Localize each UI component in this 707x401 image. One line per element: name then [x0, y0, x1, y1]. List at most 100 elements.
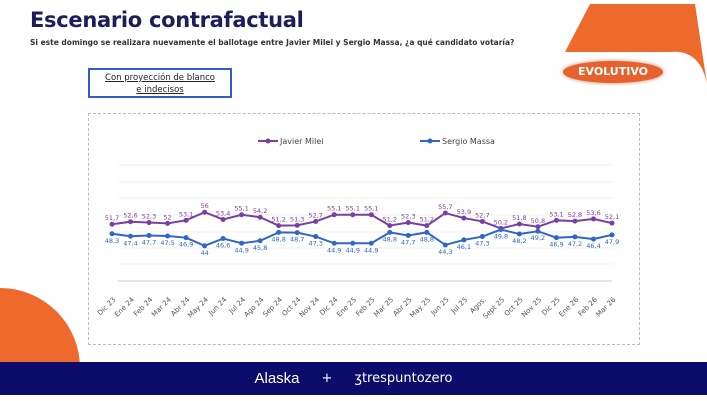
data-label: 46,1 — [457, 243, 471, 251]
data-point — [479, 218, 485, 224]
legend-marker — [265, 138, 271, 144]
data-label: 55,1 — [234, 205, 248, 213]
data-point — [294, 222, 300, 228]
data-point — [183, 217, 189, 223]
page-title: Escenario contrafactual — [30, 8, 304, 32]
data-label: 52,1 — [605, 213, 619, 221]
x-tick-label: Nov 25 — [520, 296, 543, 319]
chart-frame — [88, 113, 640, 345]
data-point — [109, 221, 115, 227]
data-label: 44,9 — [234, 246, 248, 254]
data-point — [553, 235, 559, 241]
x-tick-label: Mar 24 — [150, 295, 173, 318]
data-point — [128, 219, 134, 225]
x-tick-label: May 24 — [186, 295, 210, 319]
data-label: 55,7 — [438, 203, 452, 211]
data-point — [146, 220, 152, 226]
data-point — [405, 220, 411, 226]
data-label: 55,1 — [364, 205, 378, 213]
data-label: 44,9 — [345, 246, 359, 254]
data-point — [350, 240, 356, 246]
data-point — [165, 220, 171, 226]
data-point — [146, 232, 152, 238]
projection-label-line1: Con proyección de blanco — [105, 73, 215, 83]
data-label: 48,3 — [105, 237, 119, 245]
data-label: 48,8 — [271, 235, 285, 243]
legend-label-1: Sergio Massa — [442, 137, 495, 146]
data-point — [313, 234, 319, 240]
data-label: 44,9 — [364, 246, 378, 254]
data-point — [257, 238, 263, 244]
projection-label-box: Con proyección de blanco e indecisos — [88, 68, 232, 98]
data-point — [202, 243, 208, 249]
data-point — [535, 228, 541, 234]
data-label: 51,8 — [512, 214, 526, 222]
data-point — [442, 242, 448, 248]
x-tick-label: Mar 25 — [372, 296, 395, 319]
data-label: 45,8 — [253, 244, 267, 252]
data-label: 53,6 — [586, 209, 600, 217]
evolutivo-badge: EVOLUTIVO — [563, 61, 663, 83]
data-label: 52,6 — [123, 212, 137, 220]
data-label: 52 — [163, 213, 171, 221]
data-label: 47,9 — [605, 238, 619, 246]
data-point — [220, 216, 226, 222]
data-label: 46,4 — [586, 242, 600, 250]
data-label: 51,3 — [290, 215, 304, 223]
x-tick-label: Ene 25 — [335, 296, 358, 319]
data-point — [331, 212, 337, 218]
data-point — [516, 231, 522, 237]
data-point — [461, 237, 467, 243]
data-label: 53,1 — [549, 210, 563, 218]
trespuntozero-text: trespuntozero — [361, 371, 453, 386]
data-label: 47,7 — [142, 238, 156, 246]
data-point — [239, 240, 245, 246]
data-label: 49,2 — [531, 234, 545, 242]
x-tick-label: Jun 25 — [429, 296, 451, 318]
data-label: 48,2 — [512, 237, 526, 245]
data-label: 50,8 — [531, 217, 545, 225]
data-point — [368, 240, 374, 246]
x-tick-label: Mar 26 — [595, 295, 618, 318]
data-point — [220, 236, 226, 242]
data-label: 51,2 — [271, 216, 285, 224]
projection-label-line2: e indecisos — [136, 85, 184, 95]
data-label: 52,7 — [308, 211, 322, 219]
legend-label-0: Javier Milei — [279, 137, 323, 146]
data-point — [276, 229, 282, 235]
data-label: 51,2 — [420, 216, 434, 224]
alaska-logo: Alaska — [254, 370, 300, 387]
data-point — [572, 218, 578, 224]
data-point — [424, 223, 430, 229]
data-point — [257, 214, 263, 220]
data-label: 47,3 — [308, 240, 322, 248]
data-label: 52,3 — [142, 213, 156, 221]
data-label: 46,6 — [216, 242, 230, 250]
data-label: 53,9 — [457, 208, 471, 216]
data-label: 44 — [200, 249, 208, 257]
data-point — [442, 210, 448, 216]
data-point — [461, 215, 467, 221]
data-point — [128, 233, 134, 239]
trespuntozero-logo: ʒtrespuntozero — [354, 371, 453, 386]
data-point — [498, 227, 504, 233]
data-point — [535, 224, 541, 230]
x-tick-label: Ene 24 — [113, 295, 136, 318]
data-label: 53,4 — [216, 209, 230, 217]
data-label: 48,7 — [290, 236, 304, 244]
data-point — [350, 212, 356, 218]
data-point — [331, 240, 337, 246]
x-tick-label: Nov 24 — [298, 295, 322, 319]
data-label: 51,7 — [105, 214, 119, 222]
data-point — [572, 234, 578, 240]
series-line-1 — [111, 228, 613, 247]
page-subtitle: Si este domingo se realizara nuevamente … — [30, 38, 515, 47]
data-point — [387, 223, 393, 229]
data-label: 55,1 — [345, 205, 359, 213]
x-tick-label: May 25 — [408, 296, 432, 320]
data-label: 47,7 — [401, 238, 415, 246]
data-point — [590, 216, 596, 222]
data-label: 53,1 — [179, 210, 193, 218]
data-label: 47,3 — [475, 240, 489, 248]
